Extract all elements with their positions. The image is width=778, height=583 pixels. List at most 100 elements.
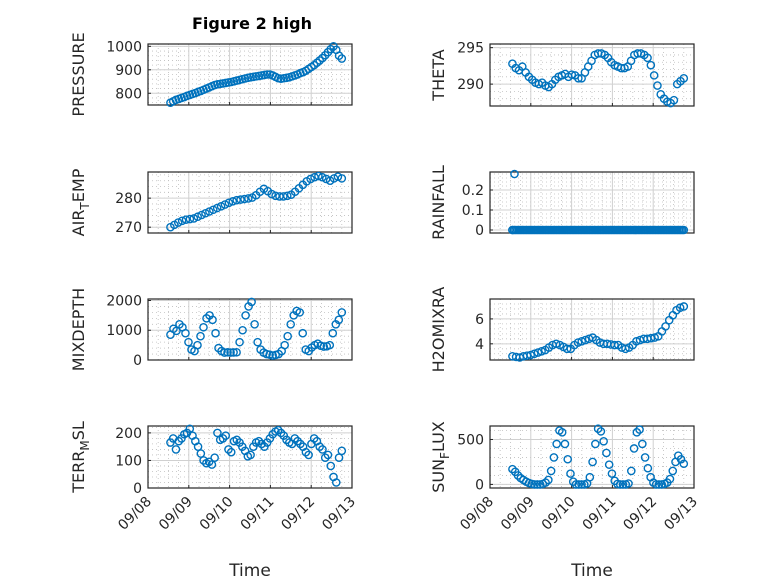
x-axis-label: Time bbox=[570, 561, 613, 581]
y-axis-label: THETA bbox=[429, 49, 448, 101]
data-point bbox=[232, 347, 241, 357]
data-point bbox=[244, 194, 253, 203]
data-point bbox=[588, 457, 597, 467]
data-point bbox=[318, 445, 327, 454]
subplot-mixdepth: 0 1000 2000 MIXDEPTH bbox=[69, 288, 353, 371]
data-point bbox=[537, 346, 546, 356]
data-point bbox=[290, 434, 300, 443]
subplot-theta: 290 295 THETA bbox=[429, 41, 695, 108]
axes-frame bbox=[147, 171, 353, 234]
data-point bbox=[541, 478, 550, 487]
data-point bbox=[220, 348, 229, 357]
data-point bbox=[649, 71, 659, 80]
x-tick-label: 09/10 bbox=[539, 494, 579, 534]
y-tick-label: 900 bbox=[115, 63, 142, 79]
data-point bbox=[567, 70, 577, 79]
y-axis-label: MIXDEPTH bbox=[69, 288, 88, 371]
data-point bbox=[221, 431, 231, 440]
data-point bbox=[232, 195, 241, 205]
data-point bbox=[282, 191, 292, 201]
data-point bbox=[560, 439, 570, 449]
data-point bbox=[607, 469, 617, 478]
data-point bbox=[661, 322, 670, 331]
axes-frame bbox=[489, 298, 695, 361]
subplot-h2omixra: 4 6 H2OMIXRA bbox=[429, 287, 695, 372]
y-tick-label: 0 bbox=[475, 223, 484, 239]
data-point bbox=[626, 466, 636, 476]
data-point bbox=[320, 453, 330, 462]
x-tick-label: 09/11 bbox=[580, 494, 620, 534]
y-tick-label: 0.2 bbox=[462, 183, 484, 199]
data-point bbox=[280, 340, 289, 350]
data-point bbox=[596, 427, 606, 436]
data-point bbox=[640, 453, 650, 462]
axes-frame bbox=[489, 425, 695, 489]
y-tick-label: 4 bbox=[475, 337, 484, 353]
data-point bbox=[319, 342, 329, 351]
data-point bbox=[295, 308, 305, 317]
data-point bbox=[552, 439, 561, 449]
x-tick-label: 09/09 bbox=[156, 494, 196, 534]
subplot-sun-flux: 0 500 09/08 09/09 09/10 09/11 09/12 09/13 Time SU… bbox=[429, 421, 701, 581]
data-point bbox=[286, 319, 295, 329]
data-point bbox=[621, 344, 630, 354]
data-point bbox=[566, 469, 575, 478]
data-point bbox=[604, 460, 614, 469]
data-point bbox=[309, 434, 319, 443]
data-point bbox=[173, 218, 183, 227]
data-point bbox=[591, 439, 600, 449]
data-point bbox=[185, 214, 195, 224]
data-point bbox=[665, 474, 675, 484]
y-tick-label: 0 bbox=[133, 481, 142, 497]
data-point bbox=[337, 54, 347, 63]
data-point bbox=[318, 53, 327, 63]
data-point bbox=[201, 208, 210, 218]
data-point bbox=[318, 172, 327, 182]
data-point bbox=[574, 73, 583, 83]
data-point bbox=[218, 434, 228, 443]
data-point bbox=[250, 319, 259, 329]
data-point bbox=[199, 322, 208, 332]
data-point bbox=[326, 461, 336, 471]
y-tick-label: 1000 bbox=[106, 39, 142, 55]
data-point bbox=[235, 337, 244, 347]
data-point bbox=[328, 328, 338, 338]
data-point bbox=[247, 297, 256, 307]
data-point bbox=[224, 198, 234, 208]
data-point bbox=[513, 471, 523, 480]
y-tick-label: 100 bbox=[115, 453, 142, 469]
y-axis-label: SUNFLUX bbox=[429, 421, 452, 493]
data-point bbox=[679, 73, 689, 83]
y-tick-label: 295 bbox=[457, 41, 484, 57]
data-point bbox=[306, 174, 315, 184]
data-point bbox=[283, 331, 292, 341]
subplot-air-temp: 270 280 AIRTEMP bbox=[69, 168, 353, 236]
data-point bbox=[257, 439, 266, 449]
y-tick-label: 1000 bbox=[106, 323, 142, 339]
data-point bbox=[229, 348, 238, 357]
y-tick-label: 0 bbox=[475, 477, 484, 493]
y-tick-label: 0.1 bbox=[462, 203, 484, 219]
data-point bbox=[304, 450, 313, 460]
y-axis-label: TERRMSL bbox=[69, 421, 92, 494]
data-point bbox=[676, 454, 686, 464]
data-point bbox=[533, 480, 542, 489]
axes-frame bbox=[489, 43, 695, 107]
data-point bbox=[276, 428, 286, 438]
y-tick-label: 0 bbox=[133, 353, 142, 369]
data-point bbox=[651, 480, 661, 489]
subplot-terr-msl: 0 100 200 09/08 09/09 09/10 09/11 09/12 09/13 Tim… bbox=[69, 421, 359, 581]
data-point bbox=[331, 478, 341, 487]
data-point bbox=[602, 448, 611, 458]
data-point bbox=[337, 308, 347, 317]
data-point bbox=[238, 325, 247, 335]
data-point bbox=[204, 457, 214, 467]
data-point bbox=[220, 200, 230, 209]
data-point bbox=[236, 195, 245, 204]
y-tick-label: 2000 bbox=[106, 293, 142, 309]
data-point bbox=[189, 214, 199, 223]
data-point bbox=[337, 446, 347, 456]
data-point bbox=[301, 447, 311, 457]
data-point bbox=[193, 212, 203, 222]
